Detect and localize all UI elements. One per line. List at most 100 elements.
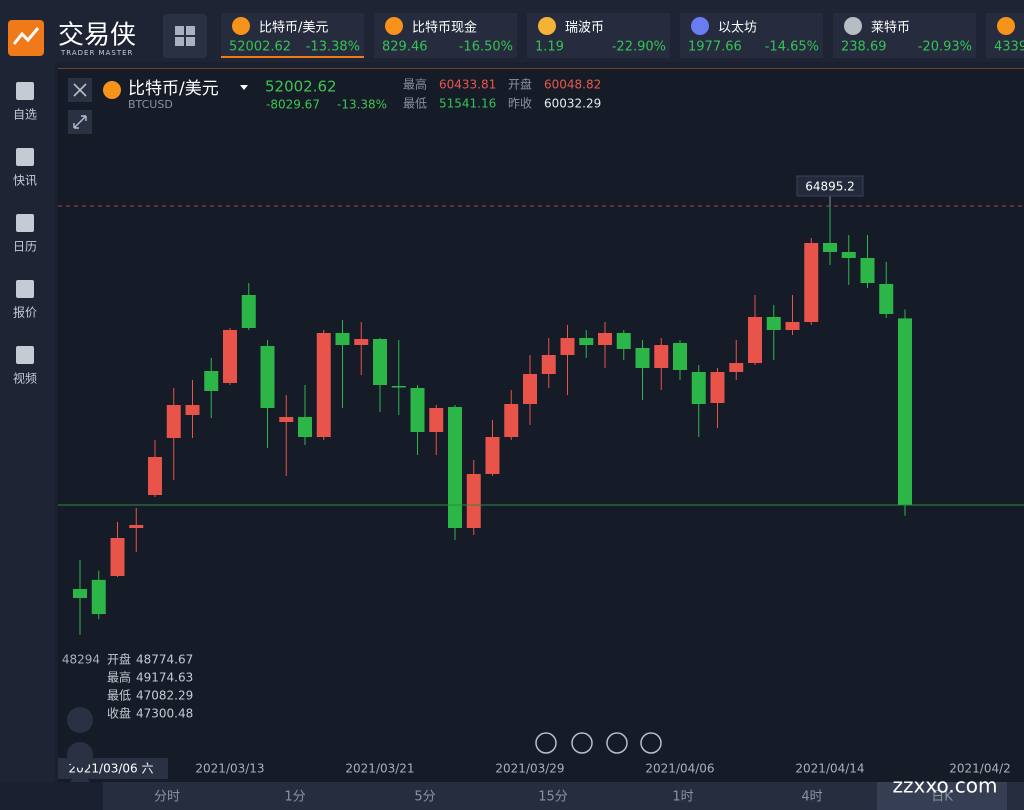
candle-body: [91, 579, 106, 615]
info-value: 48774.67: [136, 653, 193, 667]
grid-icon: [175, 26, 195, 46]
nav-buttons: [67, 707, 662, 803]
ticker-name: 比特币现金: [412, 20, 477, 36]
candle-body: [448, 406, 462, 529]
info-label: 开盘: [107, 652, 131, 667]
ticker-name: 瑞波币: [565, 21, 604, 36]
candle-body: [223, 329, 237, 383]
x-tick-label: 2021/03/29: [495, 762, 564, 776]
candle-body: [673, 343, 687, 370]
candle-body: [241, 294, 256, 328]
x-tick-label: 2021/04/2: [949, 762, 1011, 776]
candle-body: [485, 436, 500, 474]
quote-name[interactable]: 比特币/美元: [128, 79, 219, 99]
coin-icon: [103, 81, 121, 99]
candle-body: [598, 332, 612, 345]
stat-label: 昨收: [508, 97, 532, 111]
ticker-price: 829.46: [382, 40, 428, 55]
ticker-active: [221, 56, 364, 58]
max-label-box: [796, 175, 864, 197]
sidebar-label[interactable]: 自选: [13, 108, 37, 122]
candle-body: [260, 345, 275, 408]
crosshair-price: 48294: [62, 653, 100, 667]
chart-panel: [58, 68, 1024, 810]
tool-button[interactable]: [67, 742, 93, 768]
candle-body: [373, 338, 387, 386]
candle-body: [410, 387, 425, 432]
grid-button[interactable]: [163, 14, 207, 58]
stat-value: 60048.82: [544, 78, 601, 92]
candle-body: [766, 316, 781, 330]
ticker-change: -14.65%: [765, 40, 819, 55]
candle-body: [616, 332, 631, 349]
candle-body: [335, 332, 350, 345]
info-value: 47300.48: [136, 707, 193, 721]
ticker-icon: [691, 17, 709, 35]
candle-body: [823, 243, 837, 253]
nav-button[interactable]: [571, 732, 593, 754]
candle-body: [148, 456, 162, 496]
tab-selected[interactable]: [877, 782, 1007, 810]
candle-body: [729, 362, 744, 372]
close-icon: [73, 83, 87, 97]
candle-body: [841, 252, 856, 258]
candle-body: [429, 407, 444, 432]
info-value: 47082.29: [136, 689, 193, 703]
sidebar-label[interactable]: 快讯: [13, 174, 37, 188]
ticker-icon: [997, 17, 1015, 35]
sidebar-icon[interactable]: [16, 214, 34, 232]
tool-button[interactable]: [67, 707, 93, 733]
sidebar-icon[interactable]: [16, 82, 34, 100]
stat-value: 51541.16: [439, 97, 496, 111]
candle-body: [298, 416, 312, 437]
ticker-name: 以太坊: [718, 21, 757, 36]
x-axis-bg: [58, 758, 1024, 780]
tab-label[interactable]: 4时: [801, 790, 822, 805]
tab-label[interactable]: 5分: [414, 790, 435, 805]
sidebar-label[interactable]: 日历: [13, 240, 37, 254]
ticker-change: -20.93%: [918, 40, 972, 55]
sidebar-label[interactable]: 视频: [13, 371, 37, 386]
info-label: 最高: [107, 670, 131, 685]
candle-body: [785, 321, 800, 330]
ticker-name: 莱特币: [871, 21, 910, 36]
dropdown-arrow[interactable]: [240, 85, 248, 90]
sidebar-icon[interactable]: [16, 148, 34, 166]
watermark: zzxxo.com: [892, 774, 997, 798]
tab-label[interactable]: 1时: [672, 790, 693, 805]
stat-label: 开盘: [508, 77, 532, 92]
sidebar: [0, 62, 55, 810]
tab-label[interactable]: 日K: [931, 790, 953, 805]
candle-body: [579, 337, 594, 345]
nav-button[interactable]: [535, 732, 557, 754]
tab-label[interactable]: 1分: [284, 790, 305, 805]
sidebar-icon[interactable]: [16, 280, 34, 298]
expand-icon: [73, 115, 87, 129]
stat-label: 最高: [403, 77, 427, 92]
sidebar-icon[interactable]: [16, 346, 34, 364]
candle-body: [73, 588, 87, 598]
ticker-icon: [385, 17, 403, 35]
ticker-change: -22.90%: [612, 40, 666, 55]
tab-label[interactable]: 15分: [538, 790, 568, 805]
candle-body: [748, 316, 762, 363]
quote-price: 52002.62: [265, 78, 337, 96]
candle-body: [691, 371, 706, 404]
candle-body: [466, 473, 481, 529]
ticker-price: 238.69: [841, 40, 887, 55]
candle-body: [523, 373, 537, 404]
info-label: 最低: [107, 689, 131, 703]
candle-body: [635, 347, 650, 369]
x-tick-label: 2021/04/14: [795, 762, 864, 776]
nav-button[interactable]: [606, 732, 628, 754]
candle-body: [166, 404, 181, 438]
candle-body: [560, 337, 575, 355]
quote-change: -8029.67: [266, 98, 320, 112]
candle-body: [129, 524, 144, 529]
tab-label[interactable]: 分时: [154, 790, 180, 805]
sidebar-label[interactable]: 报价: [13, 305, 37, 320]
x-tick-label: 2021/03/21: [345, 762, 414, 776]
nav-button[interactable]: [640, 732, 662, 754]
